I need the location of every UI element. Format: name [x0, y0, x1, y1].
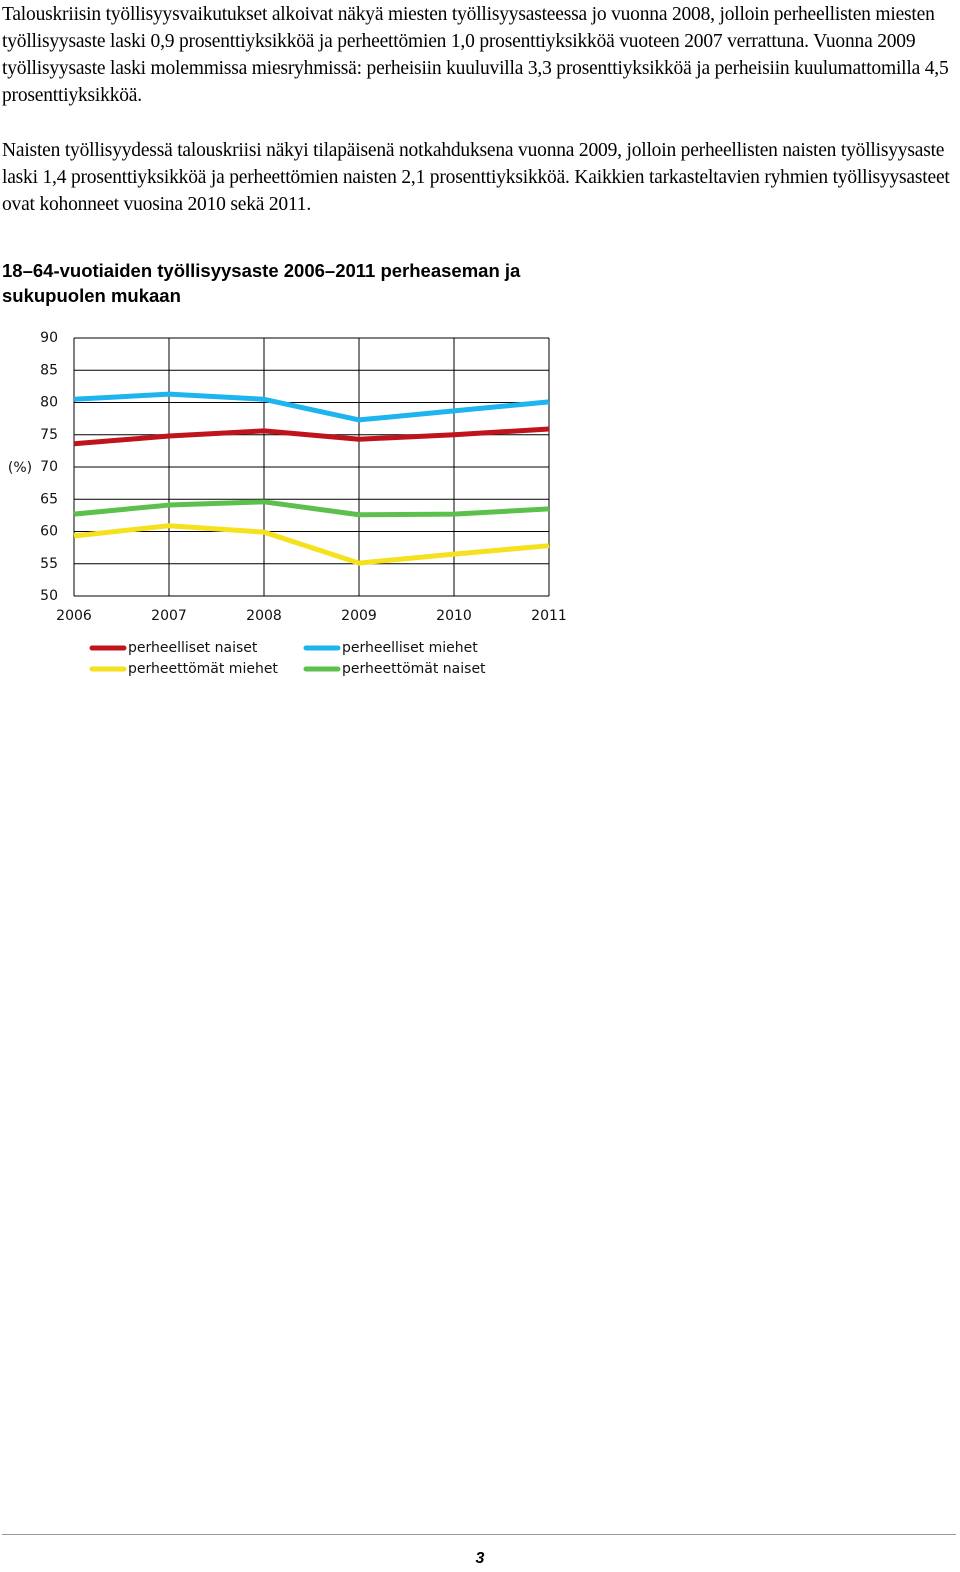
- data-line: [73, 426, 550, 447]
- page-number: 3: [475, 1550, 485, 1567]
- y-tick-label: 90: [40, 330, 58, 346]
- y-axis-label: (%): [8, 460, 32, 476]
- x-tick-label: 2009: [341, 608, 377, 624]
- x-tick-label: 2011: [531, 608, 567, 624]
- legend-label: perheettömät miehet: [128, 661, 278, 677]
- legend-label: perheettömät naiset: [342, 661, 486, 677]
- paragraph: Talouskriisin työllisyysvaikutukset alko…: [2, 4, 949, 106]
- chart-title: 18–64-vuotiaiden työllisyysaste 2006–201…: [2, 260, 521, 306]
- chart: (%) 50 55 60 65 70 75 80 85 90 2006 2007 2008 2009 20…: [8, 330, 567, 677]
- x-tick-label: 2006: [56, 608, 92, 624]
- legend-label: perheelliset naiset: [128, 640, 258, 656]
- paragraph: Naisten työllisyydessä talouskriisi näky…: [2, 140, 950, 215]
- y-tick-label: 65: [40, 491, 58, 507]
- x-tick-label: 2010: [436, 608, 472, 624]
- data-line: [73, 391, 550, 423]
- x-tick-label: 2007: [151, 608, 187, 624]
- y-tick-label: 60: [40, 524, 58, 540]
- y-tick-label: 75: [40, 427, 58, 443]
- y-tick-label: 55: [40, 556, 58, 572]
- footer-rule: [2, 1534, 956, 1535]
- y-tick-label: 80: [40, 395, 58, 411]
- y-tick-label: 70: [40, 459, 58, 475]
- data-line: [73, 523, 550, 566]
- y-tick-label: 85: [40, 362, 58, 378]
- y-tick-label: 50: [40, 588, 58, 604]
- x-tick-label: 2008: [246, 608, 282, 624]
- data-line: [73, 499, 550, 518]
- legend-label: perheelliset miehet: [342, 640, 478, 656]
